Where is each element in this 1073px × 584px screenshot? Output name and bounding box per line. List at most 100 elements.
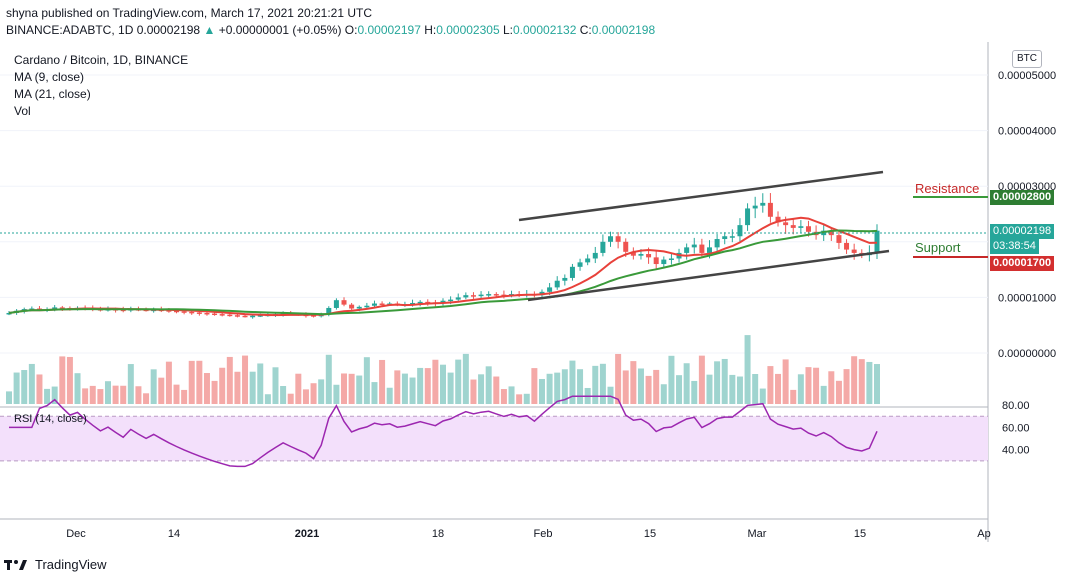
volume-bar xyxy=(59,356,66,404)
volume-bar xyxy=(196,360,203,404)
volume-bar xyxy=(36,374,43,404)
candle-body xyxy=(775,216,781,223)
candle-body xyxy=(577,262,583,267)
candle-body xyxy=(623,241,629,252)
current-price-tag: 0.00002198 xyxy=(990,224,1055,239)
volume-bar xyxy=(158,377,165,404)
time-axis-label: 15 xyxy=(644,528,656,540)
time-axis[interactable]: Dec 14 2021 18 Feb 15 Mar 15 Ap xyxy=(66,528,991,540)
volume-bar xyxy=(577,369,584,404)
candle-body xyxy=(455,297,461,300)
candle-body xyxy=(745,208,751,226)
volume-bar xyxy=(500,389,507,404)
volume-bar xyxy=(538,378,545,404)
candle-body xyxy=(242,315,248,318)
footer-brand-text: TradingView xyxy=(35,557,107,572)
candle-body xyxy=(668,258,674,260)
candle-body xyxy=(798,226,804,228)
candle-body xyxy=(547,287,553,292)
legend-ma9: MA (9, close) xyxy=(14,70,85,84)
volume-bar xyxy=(546,373,553,404)
candle-body xyxy=(341,300,347,305)
currency-badge[interactable]: BTC xyxy=(1012,50,1042,68)
candle-body xyxy=(790,225,796,228)
candle-body xyxy=(783,222,789,226)
candle-body xyxy=(410,302,416,305)
lower-channel-line[interactable] xyxy=(527,249,890,302)
candle-body xyxy=(714,239,720,248)
candle-body xyxy=(181,311,187,313)
candle-body xyxy=(349,304,355,309)
high-label: H: xyxy=(424,23,437,37)
volume-bar xyxy=(851,356,858,404)
candle-body xyxy=(29,308,35,311)
volume-bar xyxy=(13,372,20,404)
volume-bar xyxy=(493,376,500,404)
rsi-axis[interactable]: 80.00 60.00 40.00 xyxy=(1002,400,1030,457)
volume-bar xyxy=(485,366,492,404)
volume-bar xyxy=(858,359,865,404)
candle-body xyxy=(174,310,180,313)
volume-bar xyxy=(660,384,667,404)
legend-title: Cardano / Bitcoin, 1D, BINANCE xyxy=(14,53,189,67)
volume-bar xyxy=(66,356,73,404)
time-axis-label: Ap xyxy=(977,528,990,540)
volume-bar xyxy=(744,335,751,404)
rsi-axis-label: 60.00 xyxy=(1002,422,1030,434)
volume-bar xyxy=(74,373,81,404)
volume-bar xyxy=(417,367,424,404)
up-arrow-icon: ▲ xyxy=(203,23,216,37)
time-axis-label: 14 xyxy=(168,528,180,540)
candle-body xyxy=(379,303,385,306)
time-axis-label: Dec xyxy=(66,528,86,540)
volume-bar xyxy=(866,361,873,404)
volume-bar xyxy=(569,360,576,404)
candle-body xyxy=(311,315,317,317)
volume-bar xyxy=(721,358,728,404)
upper-channel-line[interactable] xyxy=(518,170,884,222)
candle-body xyxy=(684,247,690,253)
chart-canvas[interactable]: 0.000050000.000040000.000030000.00001000… xyxy=(0,42,1073,552)
volume-bar xyxy=(379,359,386,404)
close-label: C: xyxy=(579,23,592,37)
tradingview-logo-icon xyxy=(4,559,27,570)
candle-body xyxy=(204,312,210,315)
volume-bar xyxy=(683,363,690,404)
candle-body xyxy=(440,300,446,303)
volume-bar xyxy=(561,369,568,404)
candle-body xyxy=(585,258,591,263)
volume-bar xyxy=(302,389,309,404)
volume-bar xyxy=(295,373,302,404)
volume-bar xyxy=(424,368,431,404)
support-annotation: Support xyxy=(915,240,961,255)
volume-bar xyxy=(554,372,561,404)
rsi-axis-label: 80.00 xyxy=(1002,400,1030,412)
candle-body xyxy=(448,299,454,302)
volume-bar xyxy=(341,373,348,404)
volume-bar xyxy=(478,374,485,404)
volume-bar xyxy=(729,374,736,404)
ohlc-line: BINANCE:ADABTC, 1D 0.00002198 ▲ +0.00000… xyxy=(6,23,655,37)
candle-body xyxy=(760,202,766,206)
volume-bar xyxy=(242,355,249,404)
volume-bar xyxy=(181,389,188,404)
candle-body xyxy=(463,295,469,298)
footer-brand[interactable]: TradingView xyxy=(4,557,107,572)
rsi-band-fill xyxy=(0,416,988,461)
candle-body xyxy=(196,312,202,314)
volume-bar xyxy=(813,367,820,404)
volume-bar xyxy=(371,382,378,404)
volume-bar xyxy=(333,384,340,404)
candle-body xyxy=(234,315,240,317)
volume-bar xyxy=(257,363,264,404)
volume-bar xyxy=(272,367,279,404)
volume-bar xyxy=(89,385,96,404)
candle-body xyxy=(722,236,728,240)
volume-bar xyxy=(637,368,644,404)
volume-bar xyxy=(394,370,401,404)
volume-bar xyxy=(219,367,226,404)
volume-bar xyxy=(104,381,111,404)
candle-body xyxy=(600,241,606,253)
time-axis-label: 2021 xyxy=(295,528,319,540)
candle-body xyxy=(752,205,758,209)
